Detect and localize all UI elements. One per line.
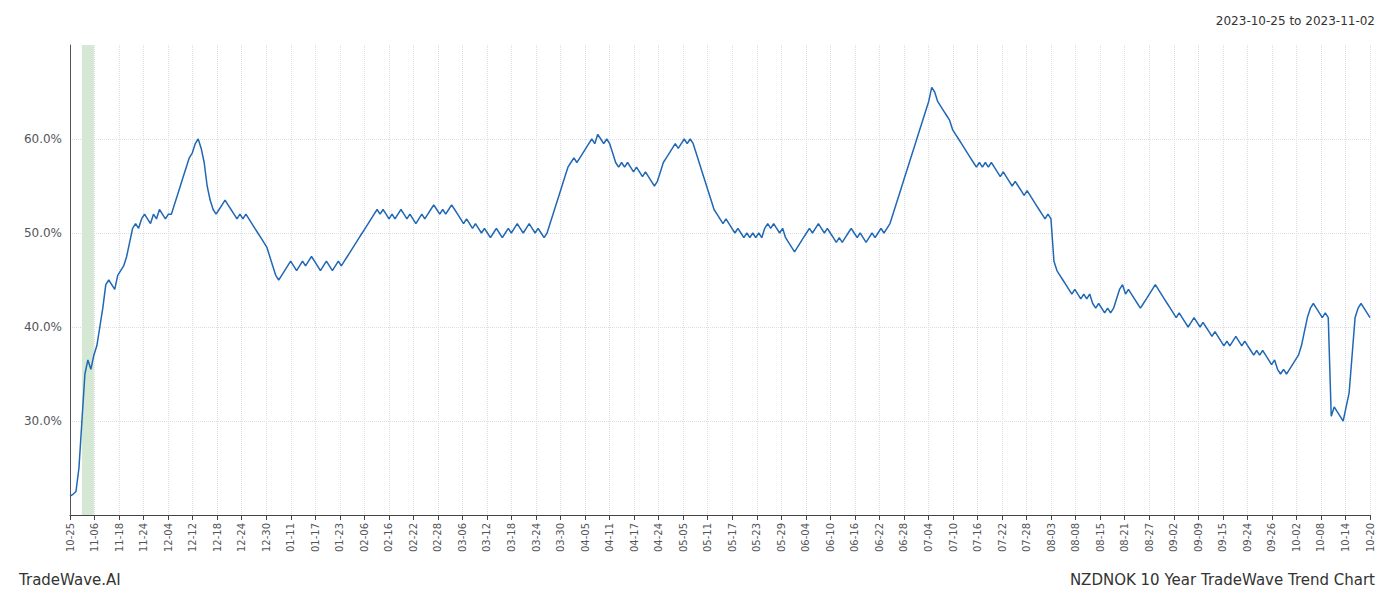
svg-text:2023-10-25 to 2023-11-02: 2023-10-25 to 2023-11-02 (1216, 14, 1375, 28)
svg-text:NZDNOK 10 Year TradeWave Trend: NZDNOK 10 Year TradeWave Trend Chart (1070, 571, 1375, 589)
svg-text:TradeWave.AI: TradeWave.AI (18, 571, 121, 589)
svg-text:10-20: 10-20 (1365, 523, 1376, 552)
svg-text:01-17: 01-17 (310, 523, 321, 552)
svg-text:60.0%: 60.0% (24, 132, 62, 146)
svg-text:01-11: 01-11 (285, 523, 296, 552)
svg-text:02-06: 02-06 (359, 523, 370, 552)
svg-text:12-18: 12-18 (212, 523, 223, 552)
svg-text:02-28: 02-28 (432, 523, 443, 552)
svg-text:06-22: 06-22 (874, 523, 885, 552)
svg-text:05-05: 05-05 (678, 523, 689, 552)
svg-text:04-05: 04-05 (580, 523, 591, 552)
svg-text:06-16: 06-16 (849, 523, 860, 552)
svg-text:12-30: 12-30 (261, 523, 272, 552)
svg-text:07-16: 07-16 (972, 523, 983, 552)
svg-text:05-23: 05-23 (751, 523, 762, 552)
svg-text:05-11: 05-11 (702, 523, 713, 552)
svg-text:04-11: 04-11 (604, 523, 615, 552)
svg-text:03-24: 03-24 (531, 523, 542, 552)
svg-text:10-08: 10-08 (1315, 523, 1326, 552)
svg-text:09-15: 09-15 (1217, 523, 1228, 552)
svg-text:04-24: 04-24 (653, 523, 664, 552)
svg-text:40.0%: 40.0% (24, 320, 62, 334)
svg-text:10-02: 10-02 (1291, 523, 1302, 552)
svg-text:11-18: 11-18 (114, 523, 125, 552)
svg-text:03-12: 03-12 (481, 523, 492, 552)
svg-text:06-28: 06-28 (898, 523, 909, 552)
svg-text:30.0%: 30.0% (24, 414, 62, 428)
svg-text:09-26: 09-26 (1266, 523, 1277, 552)
svg-text:50.0%: 50.0% (24, 226, 62, 240)
svg-text:12-24: 12-24 (236, 523, 247, 552)
svg-text:08-08: 08-08 (1070, 523, 1081, 552)
svg-text:10-14: 10-14 (1340, 523, 1351, 552)
svg-text:02-22: 02-22 (408, 523, 419, 552)
svg-text:09-24: 09-24 (1242, 523, 1253, 552)
svg-text:08-15: 08-15 (1095, 523, 1106, 552)
svg-text:06-10: 06-10 (825, 523, 836, 552)
svg-text:07-22: 07-22 (997, 523, 1008, 552)
svg-text:07-04: 07-04 (923, 523, 934, 552)
svg-text:05-17: 05-17 (727, 523, 738, 552)
svg-text:09-09: 09-09 (1193, 523, 1204, 552)
svg-text:09-02: 09-02 (1168, 523, 1179, 552)
svg-text:03-06: 03-06 (457, 523, 468, 552)
svg-text:10-25: 10-25 (65, 523, 76, 552)
svg-text:03-18: 03-18 (506, 523, 517, 552)
svg-text:08-21: 08-21 (1119, 523, 1130, 552)
svg-text:07-10: 07-10 (948, 523, 959, 552)
svg-text:04-17: 04-17 (629, 523, 640, 552)
svg-text:01-23: 01-23 (334, 523, 345, 552)
svg-text:11-06: 11-06 (89, 523, 100, 552)
svg-text:08-27: 08-27 (1144, 523, 1155, 552)
svg-text:12-12: 12-12 (187, 523, 198, 552)
svg-text:06-04: 06-04 (800, 523, 811, 552)
svg-text:12-04: 12-04 (163, 523, 174, 552)
svg-text:08-03: 08-03 (1046, 523, 1057, 552)
svg-text:07-28: 07-28 (1021, 523, 1032, 552)
svg-text:03-30: 03-30 (555, 523, 566, 552)
svg-text:05-29: 05-29 (776, 523, 787, 552)
svg-text:02-16: 02-16 (383, 523, 394, 552)
svg-text:11-24: 11-24 (138, 523, 149, 552)
